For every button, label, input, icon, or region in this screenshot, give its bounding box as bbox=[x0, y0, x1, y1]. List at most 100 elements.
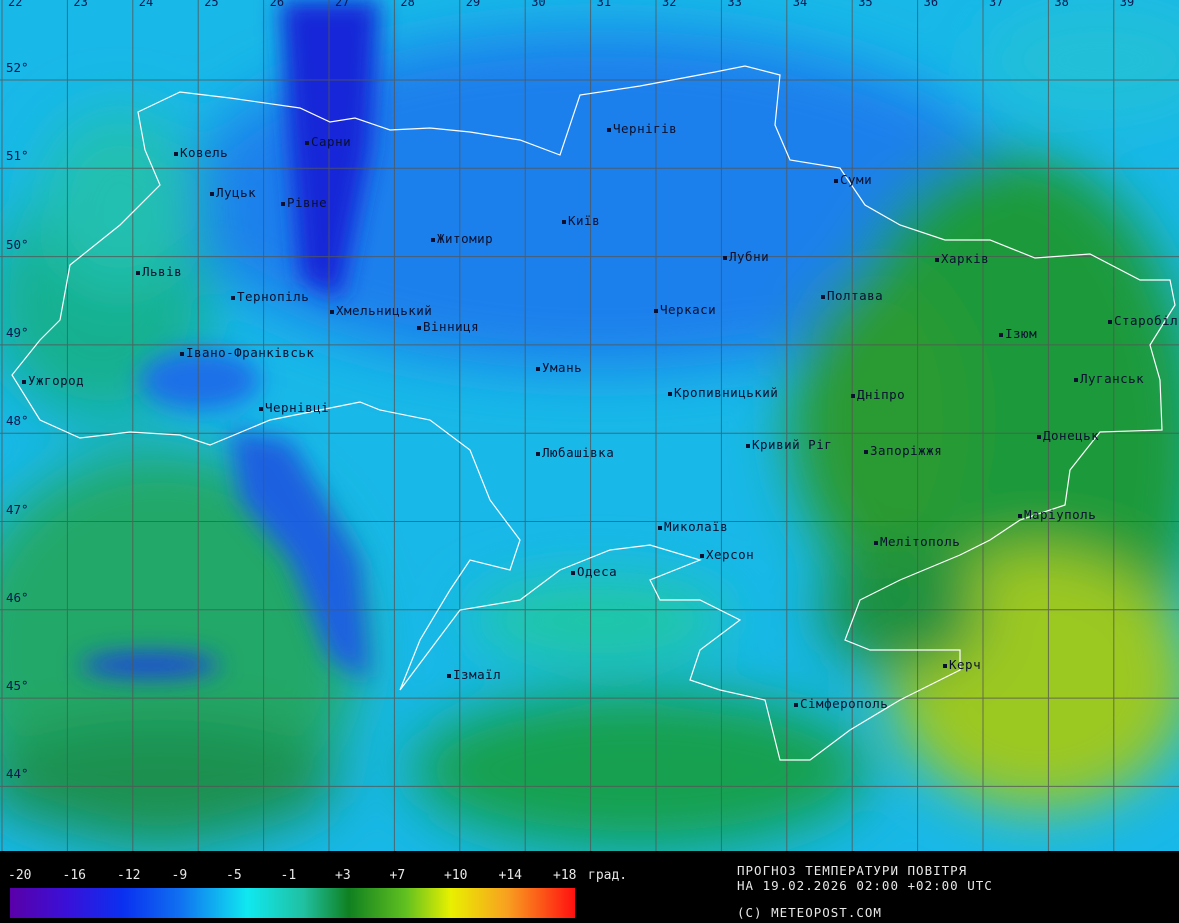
city-label: Рівне bbox=[281, 196, 327, 210]
forecast-title: ПРОГНОЗ ТЕМПЕРАТУРИ ПОВІТРЯ bbox=[737, 863, 968, 878]
city-label: Любашівка bbox=[536, 446, 614, 460]
city-label: Житомир bbox=[431, 232, 493, 246]
city-dot-icon bbox=[536, 366, 540, 371]
city-dot-icon bbox=[834, 178, 838, 183]
longitude-label: 34 bbox=[792, 0, 808, 9]
longitude-label: 36 bbox=[923, 0, 939, 9]
longitude-label: 35 bbox=[858, 0, 873, 9]
city-label: Сімферополь bbox=[794, 697, 888, 711]
city-dot-icon bbox=[851, 393, 855, 398]
colorbar-tick-label: -9 bbox=[171, 868, 188, 883]
city-dot-icon bbox=[22, 379, 26, 384]
city-name: Івано-Франківськ bbox=[186, 345, 315, 360]
colorbar bbox=[10, 888, 575, 918]
longitude-label: 27 bbox=[335, 0, 350, 9]
city-label: Запоріжжя bbox=[864, 444, 942, 458]
city-name: Чернівці bbox=[265, 400, 330, 415]
city-dot-icon bbox=[281, 201, 285, 206]
latitude-label: 45° bbox=[6, 678, 29, 694]
city-label: Одеса bbox=[571, 565, 617, 579]
city-dot-icon bbox=[417, 325, 421, 330]
city-name: Луцьк bbox=[216, 185, 257, 200]
city-dot-icon bbox=[174, 151, 178, 156]
longitude-label: 31 bbox=[596, 0, 612, 9]
colorbar-tick-label: +3 bbox=[335, 868, 351, 883]
city-label: Луганськ bbox=[1074, 372, 1144, 386]
city-label: Мелітополь bbox=[874, 535, 960, 549]
city-name: Запоріжжя bbox=[870, 443, 943, 458]
longitude-label: 22 bbox=[8, 0, 23, 9]
longitude-label: 39 bbox=[1119, 0, 1135, 9]
city-dot-icon bbox=[746, 443, 750, 448]
colorbar-tick-label: -16 bbox=[62, 868, 86, 883]
colorbar-tick-label: +18 bbox=[553, 868, 577, 883]
city-name: Керч bbox=[949, 657, 982, 672]
city-label: Суми bbox=[834, 173, 872, 187]
city-label: Лубни bbox=[723, 250, 769, 264]
city-dot-icon bbox=[330, 309, 334, 314]
city-label: Вінниця bbox=[417, 320, 479, 334]
city-name: Ужгород bbox=[28, 373, 85, 388]
city-name: Харків bbox=[941, 251, 990, 266]
city-label: Донецьк bbox=[1037, 429, 1099, 443]
latitude-label: 46° bbox=[6, 589, 29, 605]
city-dot-icon bbox=[723, 255, 727, 260]
city-dot-icon bbox=[210, 191, 214, 196]
longitude-label: 28 bbox=[400, 0, 415, 9]
city-label: Київ bbox=[562, 214, 600, 228]
city-name: Хмельницький bbox=[336, 303, 433, 318]
city-dot-icon bbox=[1108, 319, 1112, 324]
city-dot-icon bbox=[536, 451, 540, 456]
city-name: Дніпро bbox=[857, 387, 906, 402]
city-label: Івано-Франківськ bbox=[180, 346, 314, 360]
city-name: Ізюм bbox=[1005, 326, 1038, 341]
city-dot-icon bbox=[1037, 434, 1041, 439]
city-name: Тернопіль bbox=[237, 289, 310, 304]
latitude-label: 47° bbox=[6, 501, 29, 517]
city-label: Чернігів bbox=[607, 122, 677, 136]
city-dot-icon bbox=[794, 702, 798, 707]
copyright: (C) METEOPOST.COM bbox=[737, 905, 882, 920]
latitude-label: 50° bbox=[6, 236, 29, 252]
city-name: Суми bbox=[840, 172, 873, 187]
city-name: Кривий Ріг bbox=[752, 437, 833, 452]
city-name: Сімферополь bbox=[800, 696, 889, 711]
longitude-label: 29 bbox=[465, 0, 481, 9]
longitude-label: 38 bbox=[1054, 0, 1069, 9]
city-name: Ізмаїл bbox=[453, 667, 502, 682]
city-dot-icon bbox=[864, 449, 868, 454]
colorbar-tick-label: +14 bbox=[498, 868, 522, 883]
city-dot-icon bbox=[607, 127, 611, 132]
latitude-label: 48° bbox=[6, 413, 29, 429]
latitude-label: 44° bbox=[6, 766, 29, 782]
forecast-datetime: НА 19.02.2026 02:00 +02:00 UTC bbox=[737, 878, 993, 893]
city-dot-icon bbox=[231, 295, 235, 300]
city-dot-icon bbox=[431, 237, 435, 242]
city-name: Маріуполь bbox=[1024, 507, 1097, 522]
longitude-label: 25 bbox=[204, 0, 219, 9]
city-dot-icon bbox=[999, 332, 1003, 337]
city-label: Ковель bbox=[174, 146, 228, 160]
city-dot-icon bbox=[136, 270, 140, 275]
city-label: Миколаїв bbox=[658, 520, 728, 534]
latitude-label: 52° bbox=[6, 60, 29, 75]
city-dot-icon bbox=[935, 257, 939, 262]
city-label: Кривий Ріг bbox=[746, 438, 832, 452]
longitude-label: 37 bbox=[989, 0, 1004, 9]
city-name: Житомир bbox=[437, 231, 494, 246]
unit-label: град. bbox=[588, 868, 628, 883]
city-label: Керч bbox=[943, 658, 981, 672]
city-dot-icon bbox=[447, 673, 451, 678]
city-name: Вінниця bbox=[423, 319, 480, 334]
city-name: Любашівка bbox=[542, 445, 615, 460]
colorbar-tick-label: +7 bbox=[389, 868, 406, 883]
city-name: Херсон bbox=[706, 547, 755, 562]
city-label: Ужгород bbox=[22, 374, 84, 388]
country-border bbox=[11, 65, 1176, 761]
city-label: Кропивницький bbox=[668, 386, 778, 400]
city-label: Луцьк bbox=[210, 186, 256, 200]
longitude-label: 24 bbox=[138, 0, 154, 9]
longitude-label: 23 bbox=[73, 0, 88, 9]
city-dot-icon bbox=[668, 391, 672, 396]
